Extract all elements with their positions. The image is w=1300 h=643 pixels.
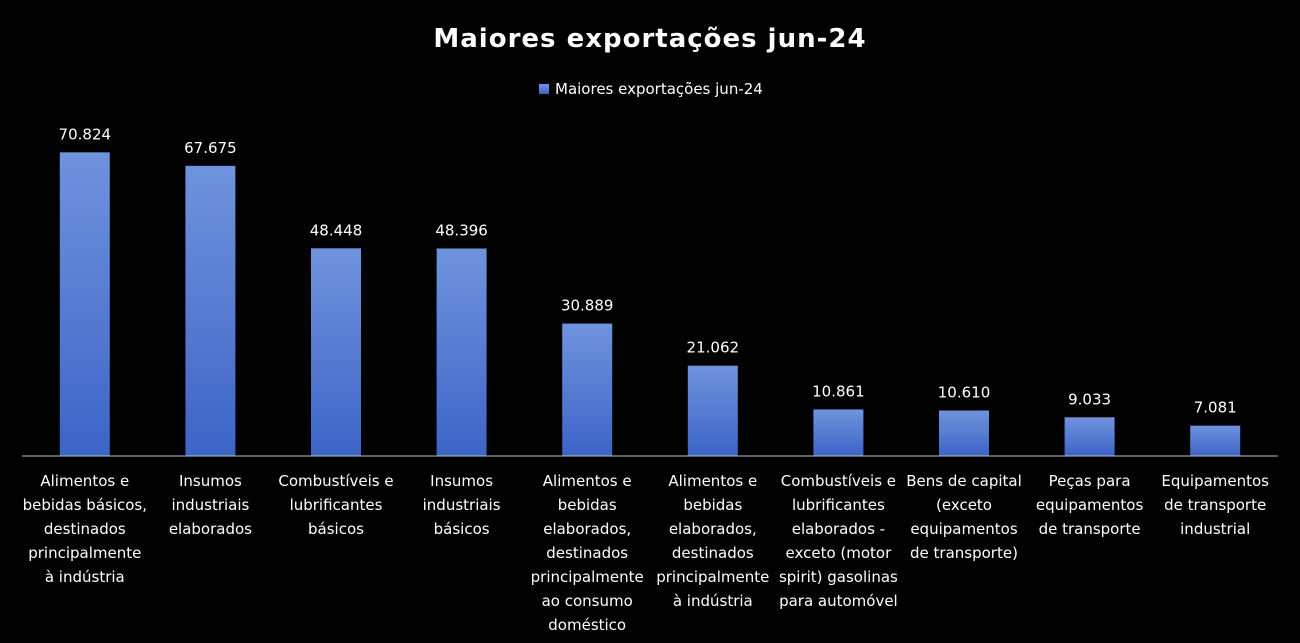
category-label-line: elaborados, [669, 520, 757, 538]
category-label-line: destinados [44, 520, 126, 538]
category-label: Combustíveis e lubrificantes elaborados - e… [779, 472, 898, 610]
category-label-line: básicos [308, 520, 364, 538]
category-label-line: destinados [546, 544, 628, 562]
category-label-line: Bens de capital [906, 472, 1022, 490]
category-label-line: Peças para [1049, 472, 1131, 490]
bars [59, 152, 1241, 456]
data-label: 48.448 [310, 221, 363, 239]
data-label: 10.861 [812, 382, 865, 400]
bar [562, 323, 613, 456]
category-label-line: lubrificantes [792, 496, 885, 514]
bar [813, 409, 864, 456]
category-label-line: industriais [423, 496, 501, 514]
chart-title: Maiores exportações jun-24 [433, 24, 866, 54]
category-label-line: para automóvel [779, 592, 898, 610]
category-label-line: principalmente [531, 568, 644, 586]
data-label: 9.033 [1068, 390, 1111, 408]
bar [59, 152, 110, 456]
bar [436, 248, 487, 456]
category-label-line: elaborados [169, 520, 252, 538]
category-label-line: industrial [1180, 520, 1250, 538]
legend: Maiores exportações jun-24 [539, 80, 763, 98]
category-label-line: de transporte [1039, 520, 1141, 538]
category-label-line: bebidas [683, 496, 742, 514]
category-label: Alimentos e bebidas elaborados, destinados p… [656, 472, 769, 610]
category-label-line: spirit) gasolinas [779, 568, 898, 586]
category-label-line: equipamentos [910, 520, 1018, 538]
data-label: 70.824 [59, 125, 112, 143]
category-label-line: Combustíveis e [278, 472, 393, 490]
category-label-line: (exceto [936, 496, 992, 514]
bar [185, 165, 236, 456]
data-label: 21.062 [687, 339, 740, 357]
category-label-line: exceto (motor [786, 544, 893, 562]
category-label-line: Insumos [179, 472, 242, 490]
category-label-line: de transporte) [910, 544, 1018, 562]
data-label: 10.610 [938, 384, 991, 402]
category-label-line: Insumos [430, 472, 493, 490]
category-label: Insumos industriais básicos [423, 472, 501, 538]
category-label-line: principalmente [656, 568, 769, 586]
category-label-line: elaborados, [543, 520, 631, 538]
bar [1190, 425, 1241, 456]
category-label-line: ao consumo [542, 592, 633, 610]
bar [939, 410, 989, 456]
category-label-line: à indústria [673, 592, 753, 610]
category-label-line: destinados [672, 544, 754, 562]
category-label-line: principalmente [28, 544, 141, 562]
data-labels: 70.824 67.675 48.448 48.396 30.889 21.062 10.8… [59, 125, 1237, 416]
category-label-line: doméstico [548, 616, 626, 634]
category-label-line: lubrificantes [290, 496, 383, 514]
category-label: Insumos industriais elaborados [169, 472, 252, 538]
category-label-line: Combustíveis e [781, 472, 896, 490]
category-label: Alimentos e bebidas básicos, destinados pri… [23, 472, 147, 586]
legend-swatch [539, 84, 549, 94]
category-label-line: equipamentos [1036, 496, 1144, 514]
data-label: 67.675 [184, 139, 237, 157]
category-label: Combustíveis e lubrificantes básicos [278, 472, 393, 538]
category-label-line: básicos [434, 520, 490, 538]
category-label-line: industriais [171, 496, 249, 514]
bar [1064, 417, 1115, 456]
category-label-line: à indústria [45, 568, 125, 586]
category-label: Equipamentos de transporte industrial [1161, 472, 1269, 538]
category-labels: Alimentos e bebidas básicos, destinados pri… [23, 472, 1270, 634]
data-label: 30.889 [561, 297, 614, 315]
category-label-line: Alimentos e [668, 472, 757, 490]
legend-label: Maiores exportações jun-24 [555, 80, 763, 98]
data-label: 48.396 [435, 222, 488, 240]
category-label: Bens de capital (exceto equipamentos de tra… [906, 472, 1022, 562]
category-label-line: de transporte [1164, 496, 1266, 514]
category-label-line: bebidas básicos, [23, 496, 147, 514]
category-label-line: bebidas [558, 496, 617, 514]
category-label-line: Alimentos e [543, 472, 632, 490]
data-label: 7.081 [1194, 399, 1237, 417]
bar [311, 248, 361, 456]
category-label-line: Alimentos e [40, 472, 129, 490]
category-label: Alimentos e bebidas elaborados, destinados p… [531, 472, 644, 634]
category-label-line: Equipamentos [1161, 472, 1269, 490]
category-label: Peças para equipamentos de transporte [1036, 472, 1144, 538]
bar [687, 365, 738, 456]
category-label-line: elaborados - [792, 520, 885, 538]
